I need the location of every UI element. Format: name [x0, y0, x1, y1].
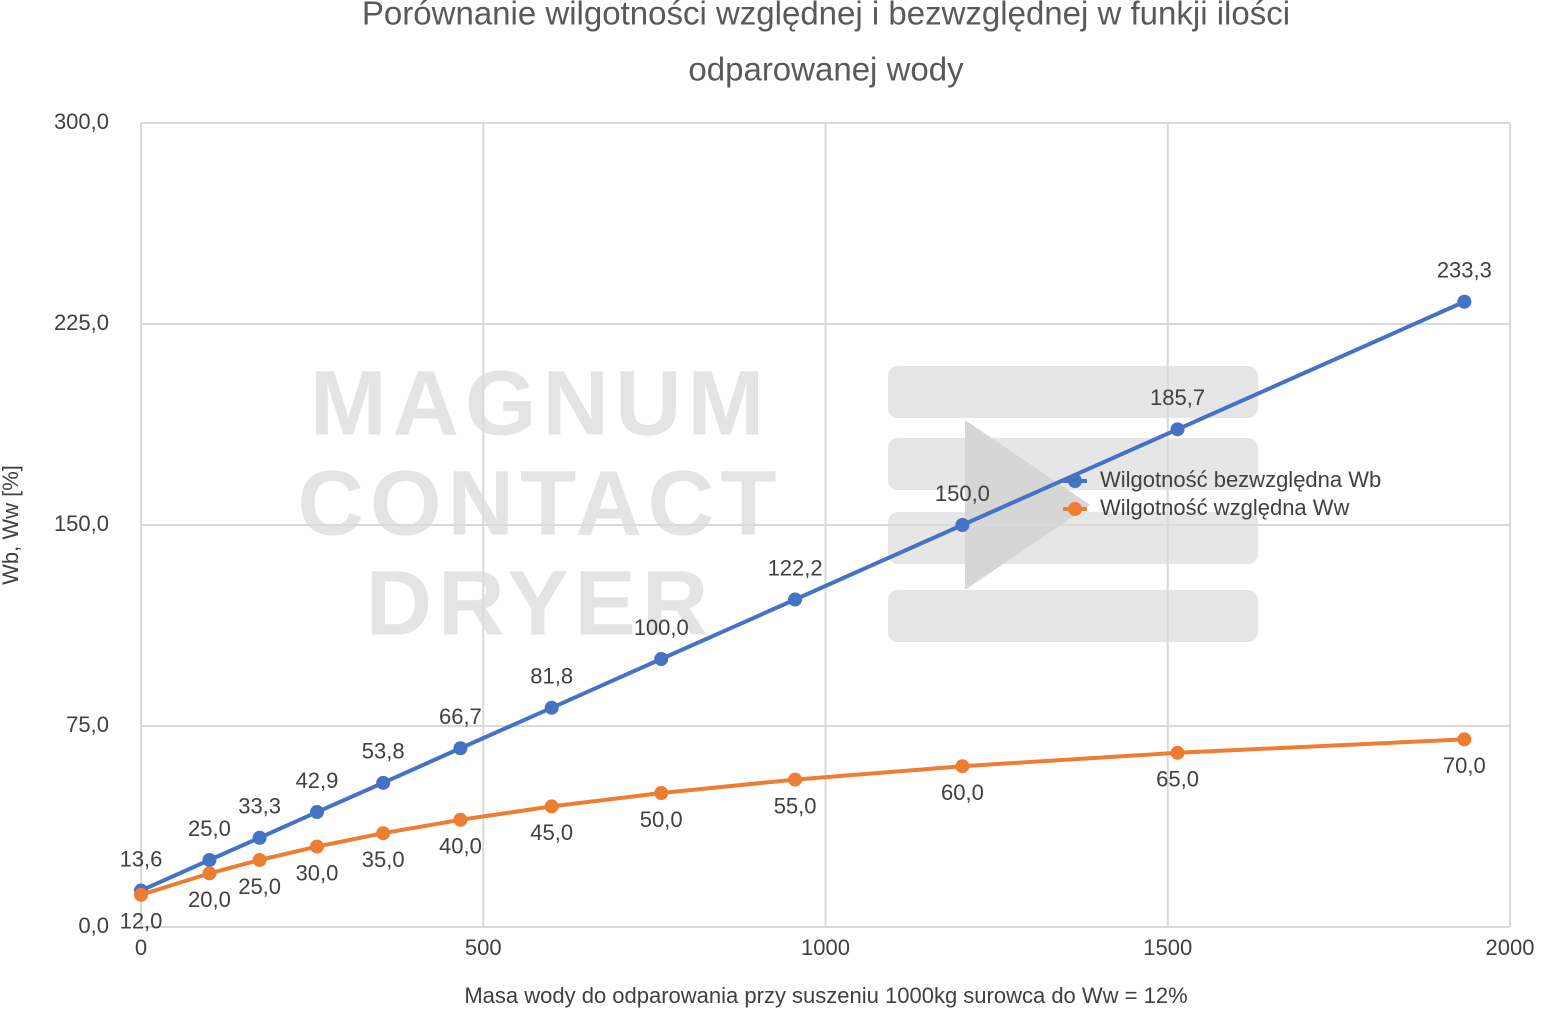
- x-tick-label: 0: [135, 935, 147, 960]
- x-tick-label: 500: [465, 935, 502, 960]
- data-label: 33,3: [238, 794, 281, 819]
- data-point: [544, 700, 559, 715]
- data-point: [309, 805, 324, 820]
- data-label: 35,0: [362, 847, 405, 872]
- watermark-text: DRYER: [366, 552, 715, 654]
- data-point: [1170, 745, 1185, 760]
- data-label: 45,0: [530, 820, 573, 845]
- data-point: [1457, 294, 1472, 309]
- data-label: 25,0: [238, 874, 281, 899]
- y-axis-title: Wb, Ww [%]: [0, 465, 23, 585]
- chart-title: odparowanej wody: [688, 51, 964, 88]
- data-point: [376, 826, 391, 841]
- x-tick-label: 1000: [801, 935, 850, 960]
- data-point: [134, 887, 148, 902]
- data-label: 122,2: [768, 555, 823, 580]
- data-label: 30,0: [296, 860, 339, 885]
- data-point: [453, 741, 468, 756]
- data-point: [955, 759, 970, 774]
- data-label: 20,0: [188, 887, 231, 912]
- data-label: 12,0: [120, 909, 163, 934]
- data-label: 233,3: [1437, 258, 1492, 283]
- data-point: [453, 812, 468, 827]
- data-label: 65,0: [1156, 767, 1199, 792]
- data-point: [1170, 422, 1185, 437]
- data-label: 100,0: [634, 615, 689, 640]
- data-label: 81,8: [530, 664, 573, 689]
- y-tick-label: 75,0: [66, 712, 109, 737]
- x-tick-label: 2000: [1486, 935, 1535, 960]
- data-point: [788, 592, 803, 607]
- data-point: [376, 775, 391, 790]
- legend-marker: [1068, 502, 1082, 516]
- data-point: [202, 853, 217, 867]
- data-label: 150,0: [935, 481, 990, 506]
- data-label: 25,0: [188, 816, 231, 841]
- data-point: [654, 652, 669, 666]
- data-label: 13,6: [120, 846, 163, 871]
- watermark-text: CONTACT: [298, 452, 783, 554]
- chart-title: Porównanie wilgotności względnej i bezwz…: [362, 0, 1290, 32]
- series-line: [140, 299, 1466, 893]
- data-point: [309, 839, 324, 854]
- data-label: 66,7: [439, 704, 482, 729]
- data-point: [955, 518, 970, 532]
- data-point: [544, 799, 559, 814]
- y-tick-label: 150,0: [54, 511, 109, 536]
- data-label: 60,0: [941, 780, 984, 805]
- x-axis-title: Masa wody do odparowania przy suszeniu 1…: [464, 983, 1187, 1008]
- data-point: [252, 853, 267, 867]
- series-line: [140, 737, 1465, 897]
- data-point: [654, 786, 669, 800]
- data-label: 42,9: [296, 768, 339, 793]
- legend-label: Wilgotność względna Ww: [1100, 495, 1350, 520]
- data-point: [788, 772, 803, 787]
- data-point: [1457, 732, 1472, 747]
- y-tick-label: 300,0: [54, 109, 109, 134]
- data-label: 53,8: [362, 739, 405, 764]
- legend-marker: [1068, 474, 1082, 488]
- data-label: 55,0: [774, 793, 817, 818]
- data-label: 185,7: [1150, 385, 1205, 410]
- legend-label: Wilgotność bezwzględna Wb: [1100, 467, 1381, 492]
- watermark-text: MAGNUM: [310, 352, 770, 454]
- y-tick-label: 225,0: [54, 310, 109, 335]
- x-tick-label: 1500: [1143, 935, 1192, 960]
- data-label: 40,0: [439, 834, 482, 859]
- data-label: 70,0: [1443, 753, 1486, 778]
- data-point: [252, 830, 267, 845]
- y-tick-label: 0,0: [78, 913, 109, 938]
- data-point: [202, 866, 217, 881]
- data-label: 50,0: [640, 807, 683, 832]
